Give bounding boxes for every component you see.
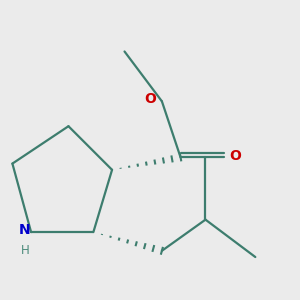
Text: O: O [145, 92, 157, 106]
Text: H: H [20, 244, 29, 257]
Text: O: O [230, 149, 242, 163]
Text: N: N [19, 223, 31, 237]
